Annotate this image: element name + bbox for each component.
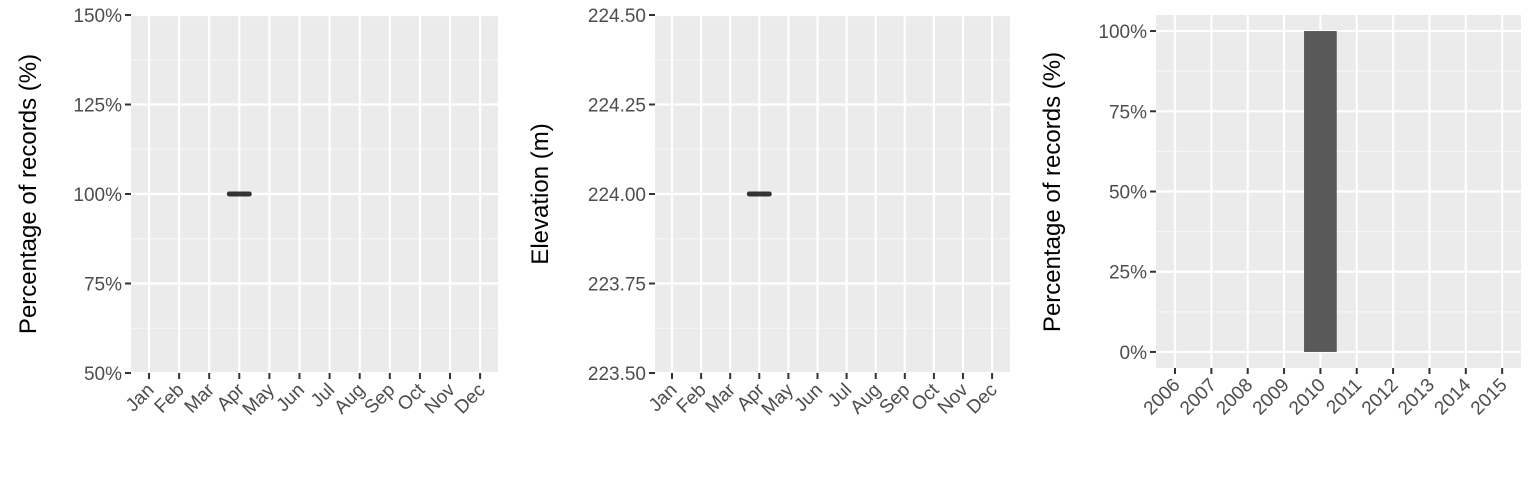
x-tick-label: Oct [908, 379, 944, 415]
y-tick-label: 25% [1109, 263, 1147, 284]
x-tick-label: Dec [963, 380, 1002, 419]
y-tick-label: 224.50 [588, 6, 646, 27]
x-tick-label: Feb [151, 380, 189, 418]
y-tick-label: 223.50 [588, 364, 646, 385]
y-tick-label: 0% [1120, 343, 1148, 364]
chart-panel-3: 100%75%50%25%0%2006200720082009201020112… [1039, 15, 1521, 419]
chart-panel-2: 224.50224.25224.00223.75223.50JanFebMarA… [527, 6, 1010, 420]
y-axis-title: Elevation (m) [527, 123, 554, 264]
x-tick-label: Oct [394, 379, 430, 415]
x-tick-label: 2007 [1176, 375, 1221, 420]
y-tick-label: 75% [1109, 102, 1147, 123]
x-tick-label: 2011 [1323, 375, 1367, 419]
x-tick-label: Mar [181, 379, 219, 417]
y-tick-label: 50% [84, 364, 122, 385]
y-tick-label: 100% [73, 185, 122, 206]
y-axis-title: Percentage of records (%) [1039, 52, 1066, 332]
y-tick-label: 150% [73, 6, 122, 27]
x-tick-label: 2009 [1249, 375, 1294, 420]
x-tick-label: 2010 [1285, 375, 1330, 420]
x-tick-label: Jan [645, 380, 682, 417]
y-tick-label: 75% [84, 275, 122, 296]
x-tick-label: Nov [421, 379, 460, 418]
x-tick-label: Sep [361, 380, 400, 419]
x-tick-label: 2015 [1467, 375, 1512, 420]
bar [1304, 31, 1337, 352]
x-tick-label: 2006 [1140, 375, 1185, 420]
chart-panel-1: 150%125%100%75%50%JanFebMarAprMayJunJulA… [15, 6, 498, 420]
x-tick-label: Jun [273, 380, 310, 417]
y-tick-label: 125% [73, 96, 122, 117]
y-tick-label: 224.00 [588, 185, 646, 206]
x-tick-label: 2013 [1394, 375, 1439, 420]
x-tick-label: 2012 [1358, 375, 1403, 420]
y-tick-label: 223.75 [588, 275, 646, 296]
y-tick-label: 224.25 [588, 96, 646, 117]
x-tick-label: Aug [330, 380, 369, 419]
x-tick-label: Dec [451, 380, 490, 419]
y-tick-label: 100% [1098, 22, 1147, 43]
x-tick-label: Jan [122, 380, 159, 417]
x-tick-label: 2014 [1431, 374, 1476, 419]
y-tick-label: 50% [1109, 183, 1147, 204]
x-tick-label: Jun [791, 380, 828, 417]
x-tick-label: 2008 [1212, 375, 1257, 420]
y-axis-title: Percentage of records (%) [15, 54, 42, 334]
